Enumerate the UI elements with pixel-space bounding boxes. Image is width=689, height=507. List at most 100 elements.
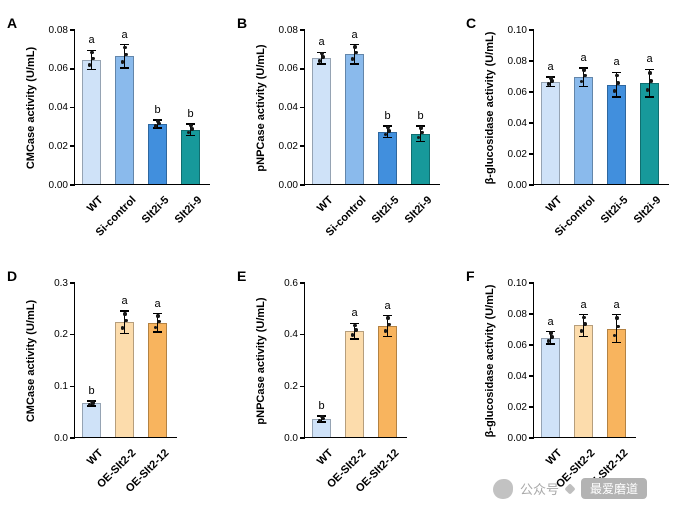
data-point (317, 418, 322, 423)
error-bar-cap (153, 312, 162, 315)
data-point (582, 315, 586, 320)
watermark-name-badge: 最爱磨道 (580, 478, 647, 499)
y-tick-mark (69, 333, 75, 336)
significance-letter: a (547, 315, 554, 328)
significance-letter: a (88, 34, 95, 47)
error-bar-cap (612, 96, 621, 98)
y-tick-mark (299, 145, 305, 148)
data-point (645, 88, 650, 92)
data-point (120, 326, 125, 330)
data-point (649, 79, 653, 83)
y-axis-title: CMCase activity (U/mL) (25, 299, 37, 422)
y-tick-label: 0.00 (48, 179, 68, 191)
error-bar-cap (153, 331, 162, 333)
data-point (579, 329, 584, 333)
panel-label: F (466, 268, 475, 284)
y-tick-label: 0.4 (284, 329, 298, 341)
plot-area: 0.00 0.02 0.04 0.06 0.08 a WT a Si-control b Slt2i… (279, 25, 440, 239)
significance-letter: a (580, 298, 587, 311)
significance-letter: b (384, 109, 391, 122)
y-tick-label: 0.02 (507, 148, 527, 160)
y-tick-label: 0.6 (284, 277, 298, 289)
error-bar-cap (87, 405, 96, 407)
bar (378, 131, 397, 184)
panel-label: C (466, 15, 477, 31)
significance-letter: a (646, 53, 653, 66)
error-bar-cap (350, 338, 359, 340)
plot-area: 0.0 0.1 0.2 0.3 b WT a OE-Slt2-2 a OE-Slt2-12 (54, 278, 177, 495)
y-tick-label: 0.08 (48, 24, 68, 36)
y-tick-mark (299, 67, 305, 70)
y-tick-mark (299, 29, 305, 31)
y-tick-mark (528, 122, 534, 124)
data-point (386, 316, 390, 320)
significance-letter: a (613, 56, 620, 69)
y-axis-title: pNPCase activity (U/mL) (255, 296, 267, 425)
data-point (616, 324, 620, 329)
bar (82, 60, 101, 184)
data-point (549, 76, 553, 80)
significance-letter: a (547, 61, 554, 74)
panel-label: A (7, 15, 18, 31)
data-point (91, 401, 95, 405)
error-bar-cap (120, 332, 129, 335)
error-bar-cap (612, 341, 621, 344)
y-tick-mark (299, 385, 305, 388)
y-tick-label: 0.10 (507, 277, 527, 289)
y-tick-label: 0.04 (507, 117, 527, 129)
data-point (320, 51, 324, 56)
data-point (354, 328, 358, 332)
error-bar-cap (186, 134, 195, 137)
data-point (123, 45, 127, 50)
y-tick-mark (528, 184, 534, 186)
panel-label: B (237, 15, 248, 31)
data-point (383, 132, 388, 137)
data-point (648, 71, 652, 75)
y-tick-mark (299, 106, 305, 109)
y-tick-label: 0.0 (284, 432, 298, 444)
error-bar (582, 67, 585, 87)
bar (148, 123, 167, 184)
data-point (124, 318, 128, 323)
y-tick-mark (69, 67, 75, 70)
y-tick-mark (528, 437, 534, 439)
error-bar-cap (546, 85, 555, 88)
data-point (91, 56, 95, 61)
error-bar-cap (579, 67, 588, 69)
error-bar (353, 44, 356, 64)
plot-area: 0.00 0.02 0.04 0.06 0.08 0.10 a WT a OE-Slt2-2 a OE… (508, 278, 636, 495)
data-point (350, 333, 355, 337)
error-bar-cap (546, 343, 555, 345)
significance-letter: b (318, 399, 325, 412)
bar (541, 81, 560, 184)
bar (607, 84, 626, 184)
watermark-prefix: 公众号 (519, 482, 559, 497)
error-bar-cap (612, 313, 621, 316)
error-bar-cap (87, 68, 96, 71)
data-point (321, 55, 325, 59)
error-bar-cap (120, 310, 129, 312)
data-point (157, 319, 161, 324)
watermark-logo-icon (492, 478, 513, 499)
error-bar-cap (612, 71, 621, 74)
significance-letter: a (351, 28, 358, 41)
watermark: 公众号 最爱磨道 (492, 478, 647, 499)
bar (312, 58, 331, 184)
data-point (615, 73, 619, 78)
data-point (321, 416, 325, 421)
bar (115, 56, 134, 184)
error-bar (615, 72, 618, 98)
error-bar-cap (383, 314, 392, 317)
watermark-diamond-icon (564, 482, 576, 495)
error-bar-cap (416, 140, 425, 143)
y-tick-label: 0.04 (278, 102, 298, 113)
error-bar-cap (350, 63, 359, 65)
y-tick-label: 0.00 (507, 179, 527, 191)
data-point (189, 123, 193, 128)
y-tick-mark (528, 29, 534, 31)
data-point (317, 59, 322, 63)
error-bar (615, 314, 618, 343)
data-point (546, 82, 551, 86)
